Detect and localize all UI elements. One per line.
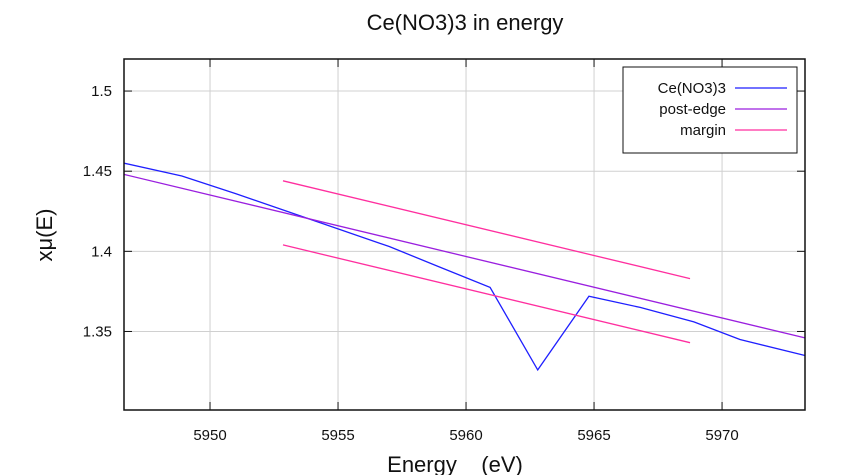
legend-label: margin: [680, 122, 726, 139]
plot-frame: [123, 58, 806, 411]
y-tick-label: 1.35: [83, 323, 112, 340]
y-axis-label: xμ(E): [32, 208, 57, 261]
legend-label: Ce(NO3)3: [658, 80, 726, 97]
chart-title: Ce(NO3)3 in energy: [367, 10, 564, 35]
x-tick-label: 5960: [449, 427, 482, 444]
series-line-post-edge: [123, 173, 806, 339]
legend-box: [622, 66, 798, 154]
y-tick-label: 1.5: [91, 83, 112, 100]
y-tick-label: 1.45: [83, 163, 112, 180]
legend: Ce(NO3)3 post-edge margin: [622, 66, 798, 154]
series-line-ce-no3-3: [123, 162, 806, 372]
series-line-margin: [282, 180, 691, 280]
x-tick-label: 5970: [705, 427, 738, 444]
series-line-margin-lower: [282, 244, 691, 344]
x-tick-label: 5965: [577, 427, 610, 444]
legend-label: post-edge: [659, 101, 726, 118]
x-tick-label: 5955: [321, 427, 354, 444]
x-axis-label: Energy (eV): [387, 452, 523, 475]
x-tick-label: 5950: [193, 427, 226, 444]
y-tick-label: 1.4: [91, 243, 112, 260]
